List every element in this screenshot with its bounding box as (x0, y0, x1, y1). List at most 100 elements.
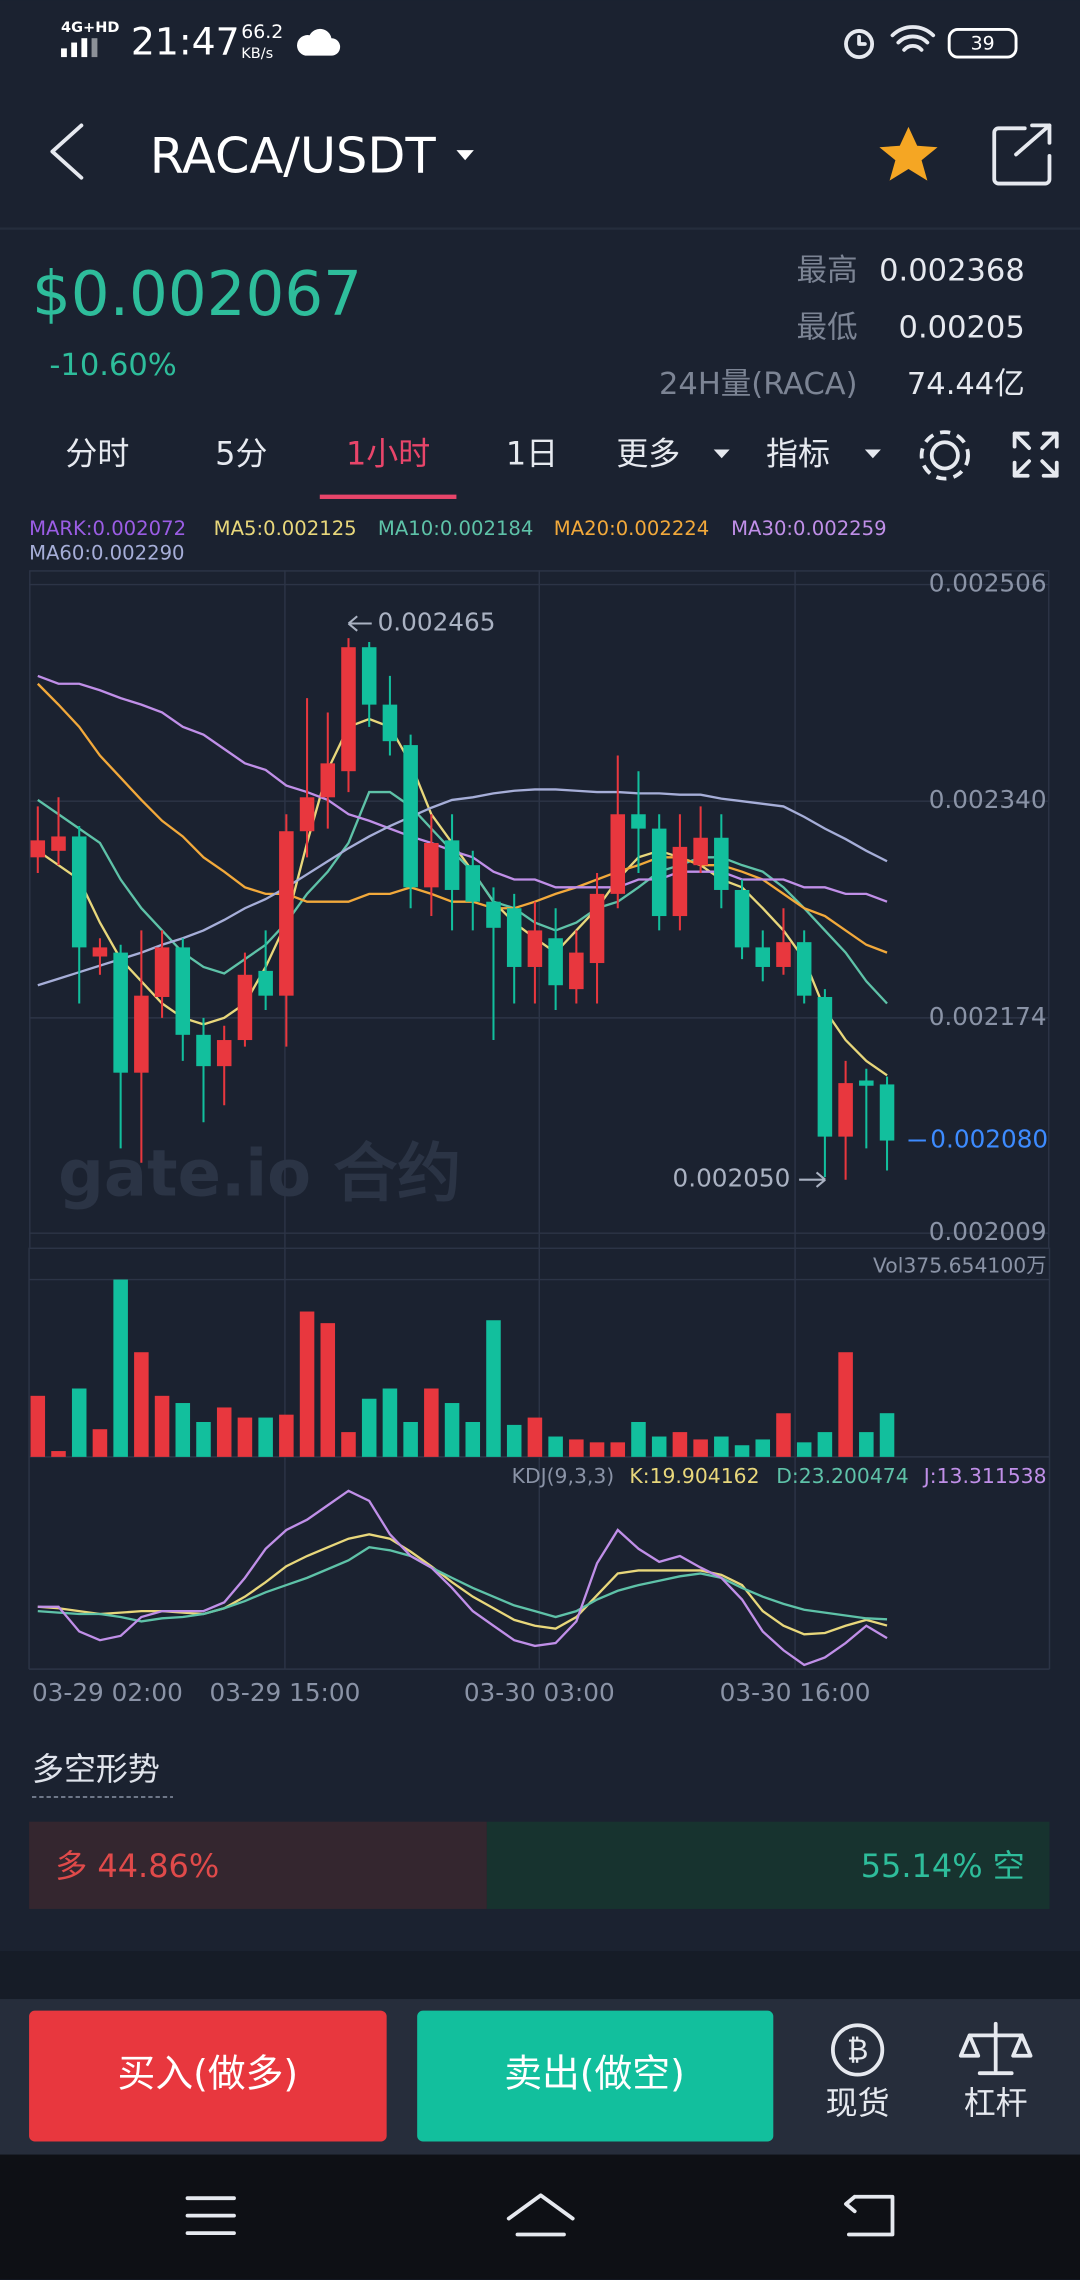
legend-entry: MA10:0.002184 (378, 517, 533, 540)
active-tab-underline (319, 494, 457, 499)
volume-bar (506, 1424, 522, 1457)
volume-bar (320, 1323, 336, 1457)
candle-body (361, 647, 377, 705)
legend-entry: MA20:0.002224 (554, 517, 709, 540)
candle-body (175, 947, 191, 1035)
buy-button[interactable] (29, 2010, 387, 2142)
volume-bar (693, 1439, 708, 1457)
candle-body (527, 930, 543, 967)
volume-label: Vol375.654100万 (873, 1253, 1047, 1277)
ma-line (37, 674, 888, 903)
margin-label[interactable]: 杠杆 (964, 2084, 1028, 2122)
battery-level: 39 (971, 33, 995, 55)
share-button[interactable] (992, 123, 1052, 186)
volume-bar (672, 1432, 688, 1457)
volume-bar (154, 1395, 170, 1457)
interval-tab[interactable]: 指标 (766, 434, 830, 472)
indicator-dropdown[interactable] (864, 449, 881, 459)
spot-label[interactable]: 现货 (826, 2084, 890, 2122)
x-tick-label: 03-29 15:00 (209, 1678, 360, 1707)
interval-tab[interactable]: 1日 (506, 434, 558, 472)
pair-dropdown[interactable] (456, 150, 474, 161)
sell-label[interactable]: 卖出(做空) (504, 2052, 685, 2096)
battery-icon (947, 28, 1018, 59)
high-arrow (347, 615, 372, 632)
volume-bar (424, 1388, 439, 1457)
candle-body (693, 837, 708, 866)
stat-value: 0.00205 (899, 310, 1025, 345)
volume-bar (734, 1445, 750, 1457)
short-label: 55.14% 空 (861, 1847, 1025, 1885)
legend-entry: MA60:0.002290 (29, 542, 184, 565)
kdj-line (37, 1546, 888, 1623)
favorite-star[interactable] (879, 126, 938, 181)
settings-button[interactable] (929, 440, 960, 471)
y-tick-label: 0.002009 (929, 1217, 1047, 1246)
long-short: 多空形势 多 44.86% 55.14% 空 (29, 1750, 1050, 1909)
long-bar (29, 1821, 487, 1909)
volume-bar (527, 1417, 543, 1457)
status-bar: 4G+HD 21:47 66.2 KB/s 39 (61, 20, 1018, 64)
spot-icon[interactable] (831, 2023, 885, 2077)
x-tick-label: 03-29 02:00 (32, 1678, 183, 1707)
legend-entry: K:19.904162 (629, 1464, 759, 1488)
long-label: 多 44.86% (55, 1847, 219, 1885)
legend-entry: MA30:0.002259 (731, 517, 886, 540)
volume-bar (776, 1413, 791, 1457)
interval-tab[interactable]: 更多 (616, 434, 680, 472)
candle-body (838, 1083, 853, 1137)
sell-button[interactable] (417, 2010, 774, 2142)
candle-body (299, 797, 315, 832)
candle-body (734, 889, 750, 948)
interval-tab[interactable]: 分时 (65, 434, 129, 472)
interval-tab[interactable]: 5分 (215, 434, 267, 472)
fullscreen-button[interactable] (1012, 431, 1059, 478)
candle-body (113, 952, 128, 1073)
candle-body (817, 996, 833, 1137)
more-dropdown[interactable] (713, 449, 730, 459)
y-tick-label: 0.002174 (929, 1002, 1047, 1031)
interval-tab[interactable]: 1小时 (346, 434, 430, 472)
short-bar (486, 1821, 1050, 1909)
legend-entry: D:23.200474 (776, 1464, 908, 1488)
buy-label[interactable]: 买入(做多) (118, 2052, 299, 2096)
stat-value: 0.002368 (879, 254, 1025, 289)
candle-body (879, 1084, 895, 1141)
spacer (0, 1951, 1080, 2000)
net-speed-unit: KB/s (241, 46, 273, 62)
y-tick-label: 0.002340 (929, 785, 1047, 814)
clock: 21:47 (131, 20, 240, 64)
volume-bar (30, 1395, 46, 1457)
signal-icon (61, 38, 98, 58)
net-speed: 66.2 (241, 21, 283, 43)
candle-body (776, 942, 791, 967)
spot-icon-glyph: ₿ (847, 2032, 869, 2066)
interval-tabs: 分时 5分 1小时 1日 更多 指标 (65, 430, 1059, 499)
margin-icon[interactable] (958, 2021, 1033, 2076)
volume-bar (51, 1451, 66, 1457)
indicator-label: KDJ(9,3,3) (512, 1464, 615, 1488)
home-button[interactable] (506, 2193, 575, 2237)
candle-body (651, 828, 667, 917)
ma-line (36, 682, 888, 954)
volume-bar (817, 1432, 833, 1457)
high-label: 0.002465 (378, 608, 496, 637)
candle-body (341, 647, 356, 772)
pair-title[interactable]: RACA/USDT (150, 126, 437, 184)
settings-gear (919, 430, 970, 481)
back-button[interactable] (50, 123, 84, 180)
x-tick-label: 03-30 16:00 (720, 1678, 871, 1707)
candle-body (796, 942, 812, 996)
volume-bar (631, 1421, 646, 1457)
volume-bar (279, 1414, 294, 1457)
candle-body (154, 947, 170, 997)
back-nav-button[interactable] (844, 2194, 895, 2237)
candle-body (859, 1080, 874, 1086)
candle-body (382, 704, 398, 742)
volume-bar (175, 1403, 191, 1457)
menu-button[interactable] (185, 2196, 236, 2235)
volume-bar (548, 1436, 563, 1457)
stat-label: 最低 (797, 310, 858, 345)
volume-bar (134, 1352, 149, 1457)
